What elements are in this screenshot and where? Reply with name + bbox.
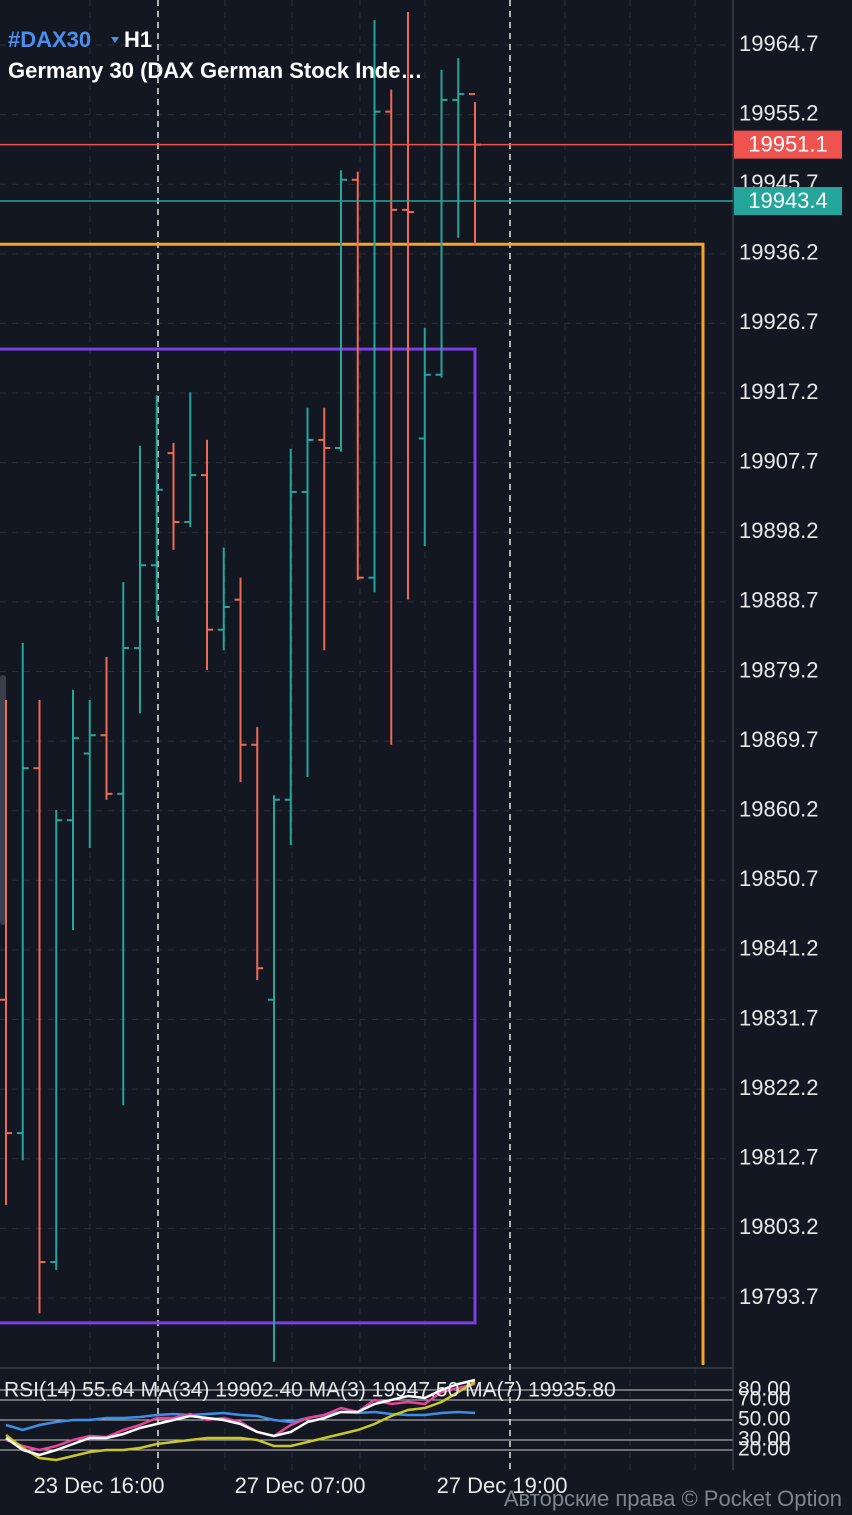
indicator-line [5,1382,476,1452]
y-tick-label: 19841.2 [739,936,819,961]
y-tick-label: 19860.2 [739,797,819,822]
indicator-line [5,1378,476,1457]
x-tick-label: 23 Dec 16:00 [34,1473,165,1498]
y-tick-label: 19936.2 [739,240,819,265]
y-tick-label: 19964.7 [739,31,819,56]
y-tick-label: 19879.2 [739,657,819,682]
rsi-legend: RSI(14) 55.64 MA(34) 19902.40 MA(3) 1994… [4,1379,616,1402]
y-tick-label: 19850.7 [739,866,819,891]
price-label: 19951.1 [748,131,828,156]
y-tick-label: 50.00 [738,1408,791,1431]
y-tick-label: 19831.7 [739,1005,819,1030]
y-tick-label: 19822.2 [739,1075,819,1100]
y-tick-label: 20.00 [738,1438,791,1461]
y-tick-label: 19869.7 [739,727,819,752]
indicator-line [5,1380,476,1462]
x-tick-label: 27 Dec 07:00 [235,1473,366,1498]
price-label-box [734,187,842,216]
y-tick-label: 19888.7 [739,588,819,613]
symbol-dropdown[interactable] [111,37,119,43]
rectangle-drawing [0,347,477,1325]
y-tick-label: 19926.7 [739,309,819,334]
y-tick-label: 19955.2 [739,100,819,125]
y-tick-label: 19803.2 [739,1214,819,1239]
side-tab[interactable] [0,675,6,925]
y-tick-label: 19898.2 [739,518,819,543]
price-label-box [734,130,842,159]
symbol[interactable]: #DAX30 [8,27,91,52]
watermark: Авторские права © Pocket Option [504,1486,842,1511]
price-label: 19943.4 [748,188,828,213]
y-tick-label: 70.00 [738,1388,791,1411]
y-tick-label: 19793.7 [739,1284,819,1309]
x-tick-label: 27 Dec 19:00 [437,1473,568,1498]
y-tick-label: 80.00 [738,1378,791,1401]
rectangle-drawing [0,242,705,1365]
y-tick-label: 30.00 [738,1428,791,1451]
plot [0,12,705,1462]
y-tick-label: 19917.2 [739,379,819,404]
y-tick-label: 19812.7 [739,1145,819,1170]
y-tick-label: 19907.7 [739,448,819,473]
timeframe[interactable]: H1 [124,27,152,52]
instrument-name: Germany 30 (DAX German Stock Inde… [8,58,422,83]
